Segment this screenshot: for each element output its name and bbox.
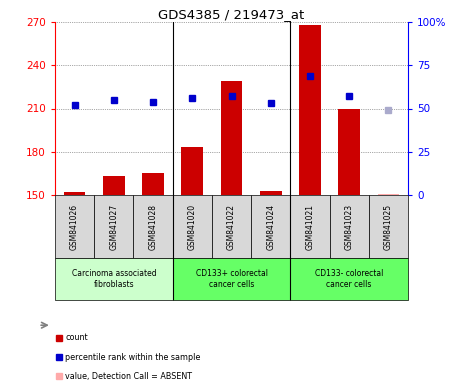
Bar (212, 195, 251, 258)
Text: GSM841022: GSM841022 (227, 204, 236, 250)
Text: percentile rank within the sample: percentile rank within the sample (65, 353, 201, 362)
Text: GSM841025: GSM841025 (384, 204, 393, 250)
Bar (181, 147, 203, 195)
Bar (103, 176, 125, 195)
Text: GSM841023: GSM841023 (345, 204, 354, 250)
Text: CD133+ colorectal
cancer cells: CD133+ colorectal cancer cells (195, 269, 267, 289)
Text: GSM841021: GSM841021 (306, 204, 315, 250)
Text: count: count (65, 333, 88, 342)
Bar (142, 173, 164, 195)
Text: GSM841028: GSM841028 (148, 204, 157, 250)
Bar (329, 195, 369, 258)
Title: GDS4385 / 219473_at: GDS4385 / 219473_at (158, 8, 305, 21)
Bar (220, 81, 242, 195)
Bar (55, 195, 94, 258)
Bar (338, 109, 360, 195)
Bar (94, 195, 134, 258)
Text: CD133- colorectal
cancer cells: CD133- colorectal cancer cells (315, 269, 383, 289)
Text: Carcinoma associated
fibroblasts: Carcinoma associated fibroblasts (72, 269, 156, 289)
Bar (173, 258, 290, 300)
Text: GSM841027: GSM841027 (109, 204, 118, 250)
Bar (378, 194, 399, 195)
Text: GSM841024: GSM841024 (266, 204, 275, 250)
Text: GSM841026: GSM841026 (70, 204, 79, 250)
Bar (369, 195, 408, 258)
Bar (299, 25, 321, 195)
Bar (173, 195, 212, 258)
Bar (260, 191, 282, 195)
Bar (251, 195, 290, 258)
Text: value, Detection Call = ABSENT: value, Detection Call = ABSENT (65, 372, 192, 381)
Bar (55, 258, 173, 300)
Text: GSM841020: GSM841020 (188, 204, 197, 250)
Bar (134, 195, 173, 258)
Bar (290, 195, 329, 258)
Bar (64, 192, 86, 195)
Bar (290, 258, 408, 300)
